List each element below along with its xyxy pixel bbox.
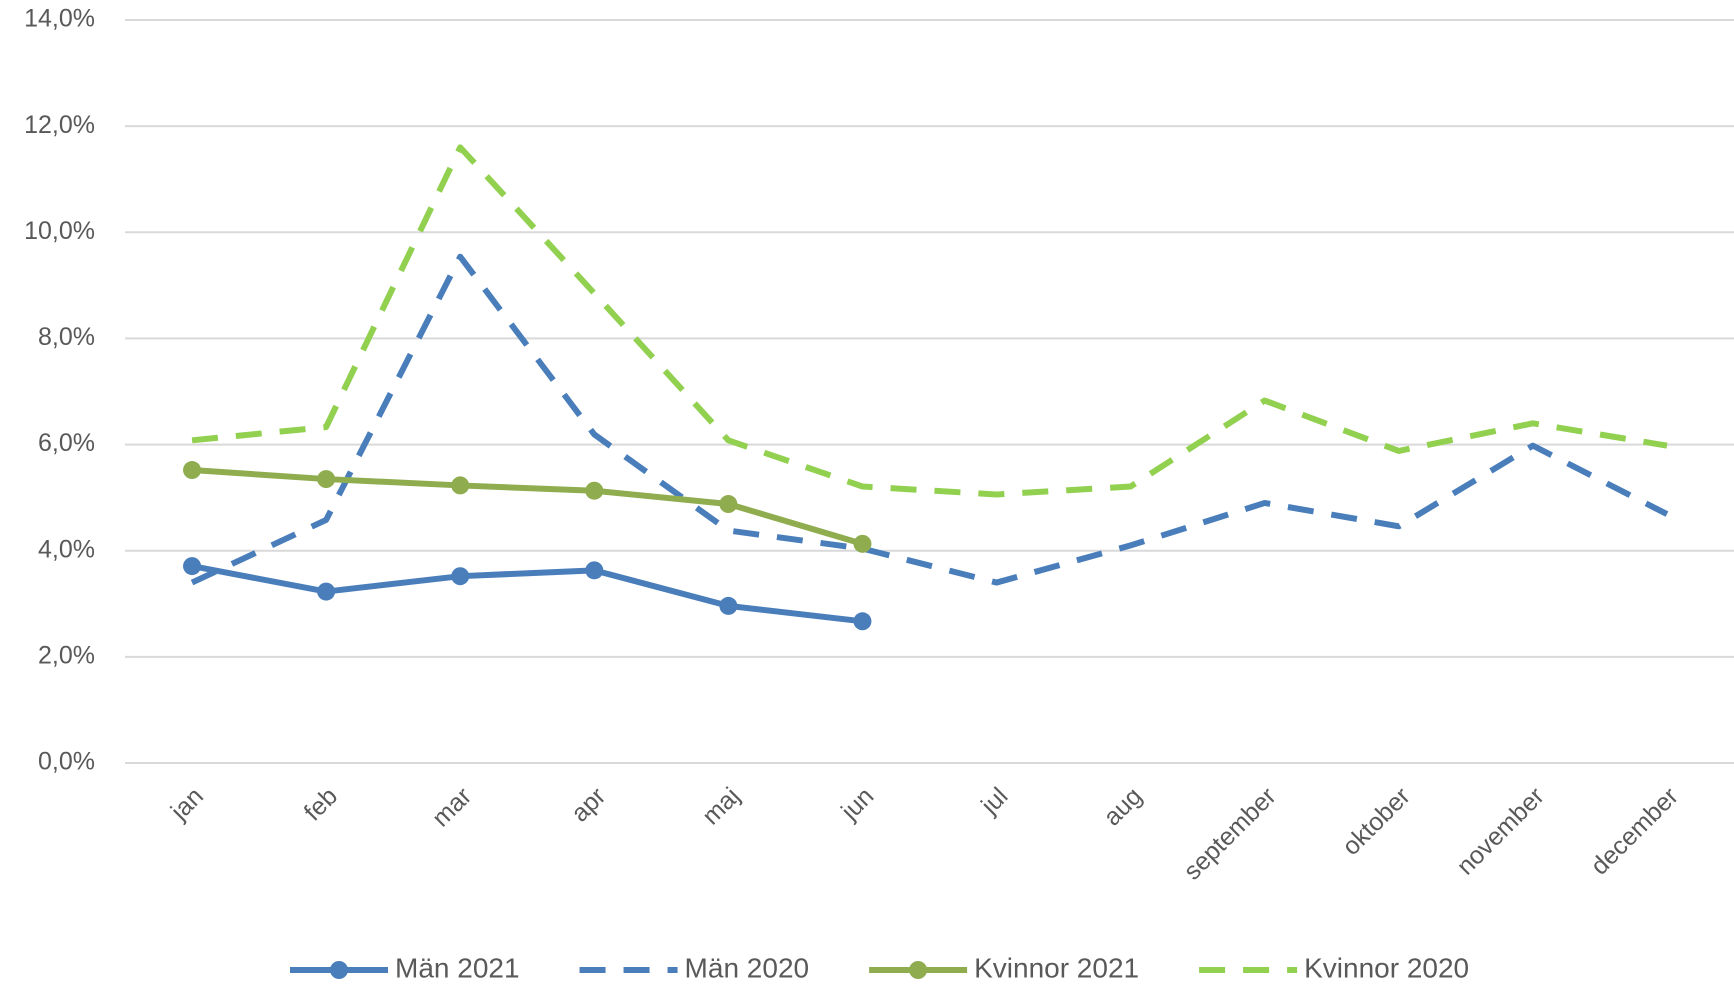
data-point bbox=[853, 612, 872, 631]
x-tick-label: jun bbox=[835, 782, 879, 826]
data-point bbox=[853, 534, 872, 553]
x-tick-label: mar bbox=[427, 782, 477, 832]
data-point bbox=[451, 567, 470, 586]
data-point bbox=[451, 476, 470, 495]
x-tick-label: december bbox=[1585, 782, 1683, 880]
y-tick-label: 12,0% bbox=[24, 111, 95, 139]
x-tick-label: september bbox=[1178, 782, 1281, 885]
legend-item: Kvinnor 2020 bbox=[1199, 952, 1469, 983]
legend-marker bbox=[909, 961, 928, 979]
x-tick-label: aug bbox=[1098, 782, 1147, 831]
y-tick-label: 14,0% bbox=[24, 5, 95, 33]
data-point bbox=[719, 596, 738, 615]
data-point bbox=[585, 481, 604, 500]
y-tick-label: 2,0% bbox=[38, 641, 95, 669]
y-tick-label: 4,0% bbox=[38, 535, 95, 563]
data-point bbox=[719, 495, 738, 514]
data-point bbox=[317, 470, 336, 489]
legend-label: Kvinnor 2021 bbox=[974, 952, 1139, 983]
x-tick-label: oktober bbox=[1337, 782, 1416, 861]
y-tick-label: 6,0% bbox=[38, 429, 95, 457]
y-tick-label: 10,0% bbox=[24, 217, 95, 245]
y-tick-label: 8,0% bbox=[38, 323, 95, 351]
x-tick-label: jan bbox=[165, 782, 209, 826]
series-line bbox=[190, 253, 1669, 586]
data-point bbox=[317, 582, 336, 601]
legend-item: Män 2020 bbox=[579, 952, 810, 983]
legend-marker bbox=[330, 961, 348, 979]
y-tick-label: 0,0% bbox=[38, 748, 95, 776]
series-line bbox=[191, 144, 1668, 498]
data-point bbox=[183, 557, 202, 576]
x-tick-label: november bbox=[1451, 782, 1549, 880]
legend-item: Män 2021 bbox=[290, 952, 520, 983]
data-point bbox=[585, 561, 604, 580]
legend-label: Män 2020 bbox=[685, 952, 810, 983]
legend-label: Män 2021 bbox=[395, 952, 520, 983]
legend-label: Kvinnor 2020 bbox=[1304, 952, 1469, 983]
x-tick-label: maj bbox=[697, 782, 745, 830]
data-point bbox=[183, 461, 202, 480]
x-tick-label: jul bbox=[975, 782, 1013, 820]
series-line bbox=[191, 563, 863, 625]
series-line bbox=[191, 467, 864, 547]
legend-item: Kvinnor 2021 bbox=[869, 952, 1139, 983]
x-tick-label: apr bbox=[566, 782, 611, 827]
x-tick-label: feb bbox=[299, 782, 343, 826]
